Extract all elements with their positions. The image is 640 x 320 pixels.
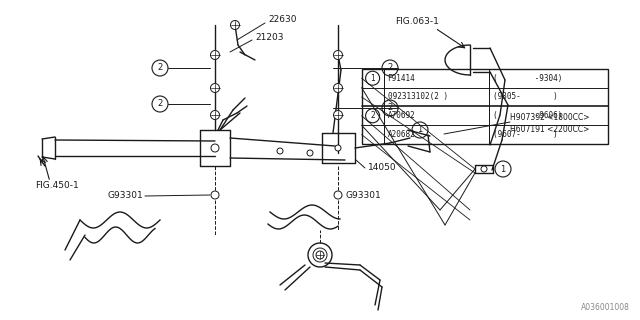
Circle shape [307,150,313,156]
Circle shape [211,84,220,92]
Text: 1: 1 [417,125,422,134]
Text: 1: 1 [370,74,375,83]
Text: 2: 2 [387,103,392,113]
Text: 1: 1 [500,164,506,173]
Circle shape [333,51,342,60]
Text: G93301: G93301 [108,191,143,201]
Circle shape [481,166,487,172]
Text: FIG.450-1: FIG.450-1 [35,180,79,189]
Text: (        -9304): ( -9304) [493,74,562,83]
Text: 2: 2 [157,63,163,73]
Bar [362,69,608,144]
Circle shape [334,191,342,199]
Circle shape [333,84,342,92]
Text: A70692: A70692 [388,111,415,120]
Text: 14050: 14050 [368,164,397,172]
Text: G93301: G93301 [346,191,381,201]
Text: H907392 <1800CC>: H907392 <1800CC> [510,114,589,123]
Text: 2: 2 [157,100,163,108]
Text: A20682: A20682 [388,130,415,139]
Circle shape [277,148,283,154]
Text: 21203: 21203 [255,34,284,43]
Text: F91414: F91414 [388,74,415,83]
Text: (        -9606): ( -9606) [493,111,562,120]
Circle shape [211,191,219,199]
Text: (9305-       ): (9305- ) [493,92,557,101]
Text: H607191 <2200CC>: H607191 <2200CC> [510,125,589,134]
Circle shape [335,145,341,151]
Text: 22630: 22630 [268,15,296,25]
Text: 2: 2 [387,63,392,73]
Circle shape [333,110,342,119]
Text: (9607-       ): (9607- ) [493,130,557,139]
Text: A036001008: A036001008 [581,303,630,312]
Text: 092313102(2 ): 092313102(2 ) [388,92,448,101]
Circle shape [211,51,220,60]
Circle shape [211,110,220,119]
Circle shape [211,144,219,152]
Text: FIG.063-1: FIG.063-1 [395,18,439,27]
Circle shape [316,251,324,259]
Circle shape [230,20,239,29]
Text: 2: 2 [370,111,375,120]
